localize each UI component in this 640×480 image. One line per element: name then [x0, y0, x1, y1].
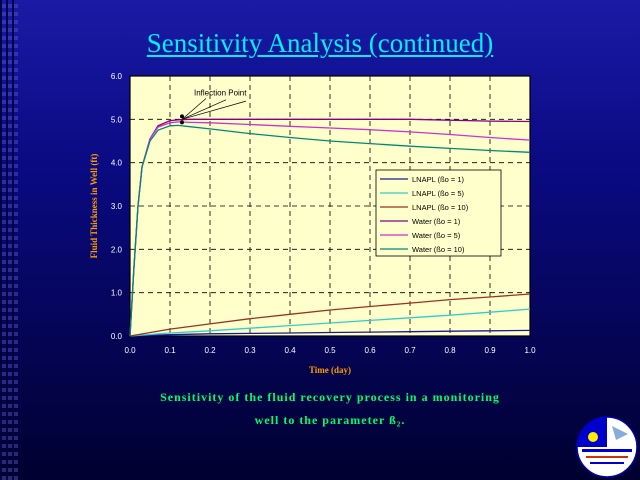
x-tick-label: 0.1 — [164, 346, 176, 355]
chart: 0.0 0.1 0.2 0.3 0.4 0.5 0.6 0.7 0.8 0.9 1.0 0.0 1.0 2… — [89, 72, 536, 375]
y-tick-label: 6.0 — [111, 72, 123, 81]
x-tick-label: 0.6 — [364, 346, 376, 355]
legend-label-6: Water (ßo = 10) — [412, 245, 465, 254]
university-logo-icon — [576, 416, 638, 478]
x-tick-label: 0.3 — [244, 346, 256, 355]
series-line-1 — [129, 329, 531, 337]
y-tick-label: 2.0 — [111, 245, 123, 254]
legend-label-2: LNAPL (ßo = 5) — [412, 189, 465, 198]
x-tick-label: 0.8 — [444, 346, 456, 355]
series-line-2 — [129, 308, 531, 337]
y-tick-label: 5.0 — [111, 115, 123, 124]
x-tick-label: 1.0 — [524, 346, 536, 355]
y-axis-label: Fluid Thickness in Well (ft) — [89, 154, 99, 259]
annotation-label: Inflection Point — [194, 89, 247, 98]
x-tick-label: 0.4 — [284, 346, 296, 355]
annotation-pointer-1 — [181, 98, 207, 120]
y-tick-label: 0.0 — [111, 332, 123, 341]
inflection-marker — [180, 114, 184, 119]
inflection-marker — [180, 120, 184, 125]
x-tick-label: 0.9 — [484, 346, 496, 355]
legend-label-3: LNAPL (ßo = 10) — [412, 203, 469, 212]
x-axis-label: Time (day) — [309, 365, 351, 375]
y-tick-label: 1.0 — [111, 289, 123, 298]
x-tick-label: 0.0 — [124, 346, 136, 355]
caption-line-1: Sensitivity of the fluid recovery proces… — [160, 390, 500, 404]
x-tick-label: 0.2 — [204, 346, 216, 355]
caption-line-2: well to the parameter ß₂. — [254, 413, 406, 427]
legend-label-5: Water (ßo = 5) — [412, 231, 461, 240]
x-tick-label: 0.5 — [324, 346, 336, 355]
x-tick-label: 0.7 — [404, 346, 416, 355]
slide-title: Sensitivity Analysis (continued) — [146, 28, 494, 58]
series-line-6 — [129, 124, 531, 337]
legend-label-1: LNAPL (ßo = 1) — [412, 175, 465, 184]
annotation-pointer-2 — [181, 99, 227, 120]
legend-box — [375, 169, 502, 257]
series-line-3 — [129, 293, 531, 337]
annotation-pointer-3 — [181, 100, 247, 120]
legend-label-4: Water (ßo = 1) — [412, 217, 461, 226]
y-tick-label: 4.0 — [111, 159, 123, 168]
y-tick-label: 3.0 — [111, 202, 123, 211]
decorative-left-strip-overlay — [0, 0, 18, 480]
